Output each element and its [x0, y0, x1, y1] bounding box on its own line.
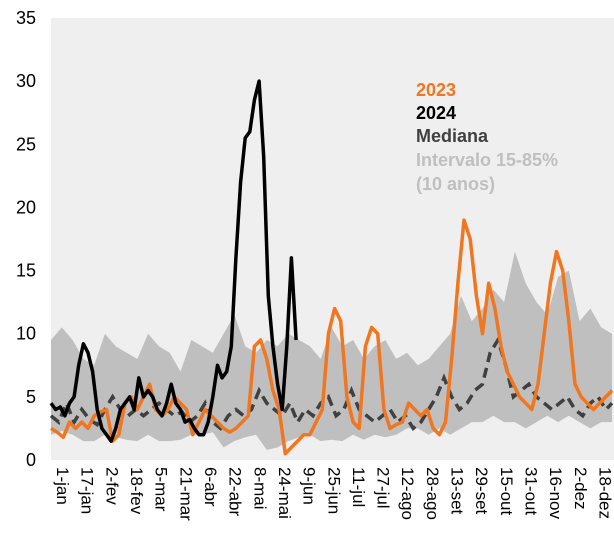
legend-2024: 2024: [416, 103, 456, 123]
x-tick-label: 9-jun: [300, 467, 319, 505]
x-tick-label: 27-jul: [374, 467, 393, 509]
y-tick-label: 25: [16, 134, 36, 154]
y-tick-label: 35: [16, 8, 36, 28]
x-tick-label: 1-jan: [53, 467, 72, 505]
y-tick-label: 15: [16, 261, 36, 281]
x-tick-label: 28-ago: [423, 467, 442, 520]
legend-2023: 2023: [416, 80, 456, 100]
x-tick-label: 31-out: [522, 467, 541, 515]
y-tick-label: 30: [16, 71, 36, 91]
x-tick-label: 17-jan: [78, 467, 97, 514]
y-axis: 0 5 10 15 20 25 30 35: [16, 8, 36, 470]
x-tick-label: 13-set: [448, 467, 467, 515]
y-tick-label: 5: [26, 387, 36, 407]
band-interval-15-85: [51, 251, 612, 450]
x-tick-label: 2-dez: [571, 467, 590, 510]
x-tick-label: 5-mar: [152, 467, 171, 512]
y-tick-label: 0: [26, 450, 36, 470]
y-tick-label: 20: [16, 197, 36, 217]
legend: 2023 2024 Mediana Intervalo 15-85% (10 a…: [416, 80, 558, 194]
x-axis: 1-jan 17-jan 2-fev 18-fev 5-mar 21-mar 6-abr 22…: [53, 467, 614, 521]
x-tick-label: 11-jul: [349, 467, 368, 507]
x-tick-label: 15-out: [497, 467, 516, 515]
x-tick-label: 8-mai: [250, 467, 269, 510]
x-tick-label: 24-mai: [275, 467, 294, 519]
x-tick-label: 25-jun: [324, 467, 343, 514]
y-tick-label: 10: [16, 324, 36, 344]
x-tick-label: 18-dez: [596, 467, 614, 519]
x-tick-label: 22-abr: [226, 467, 245, 516]
x-tick-label: 2-fev: [102, 467, 121, 505]
line-2024: [49, 79, 298, 443]
x-tick-label: 18-fev: [127, 467, 146, 515]
x-tick-label: 12-ago: [398, 467, 417, 520]
x-tick-label: 29-set: [472, 467, 491, 515]
x-tick-label: 16-nov: [546, 467, 565, 519]
legend-intervalo: Intervalo 15-85%: [416, 150, 558, 170]
line-mediana: [49, 335, 614, 432]
legend-mediana: Mediana: [416, 126, 489, 146]
x-tick-label: 21-mar: [176, 467, 195, 521]
x-tick-label: 6-abr: [201, 467, 220, 507]
legend-intervalo-anos: (10 anos): [416, 174, 495, 194]
